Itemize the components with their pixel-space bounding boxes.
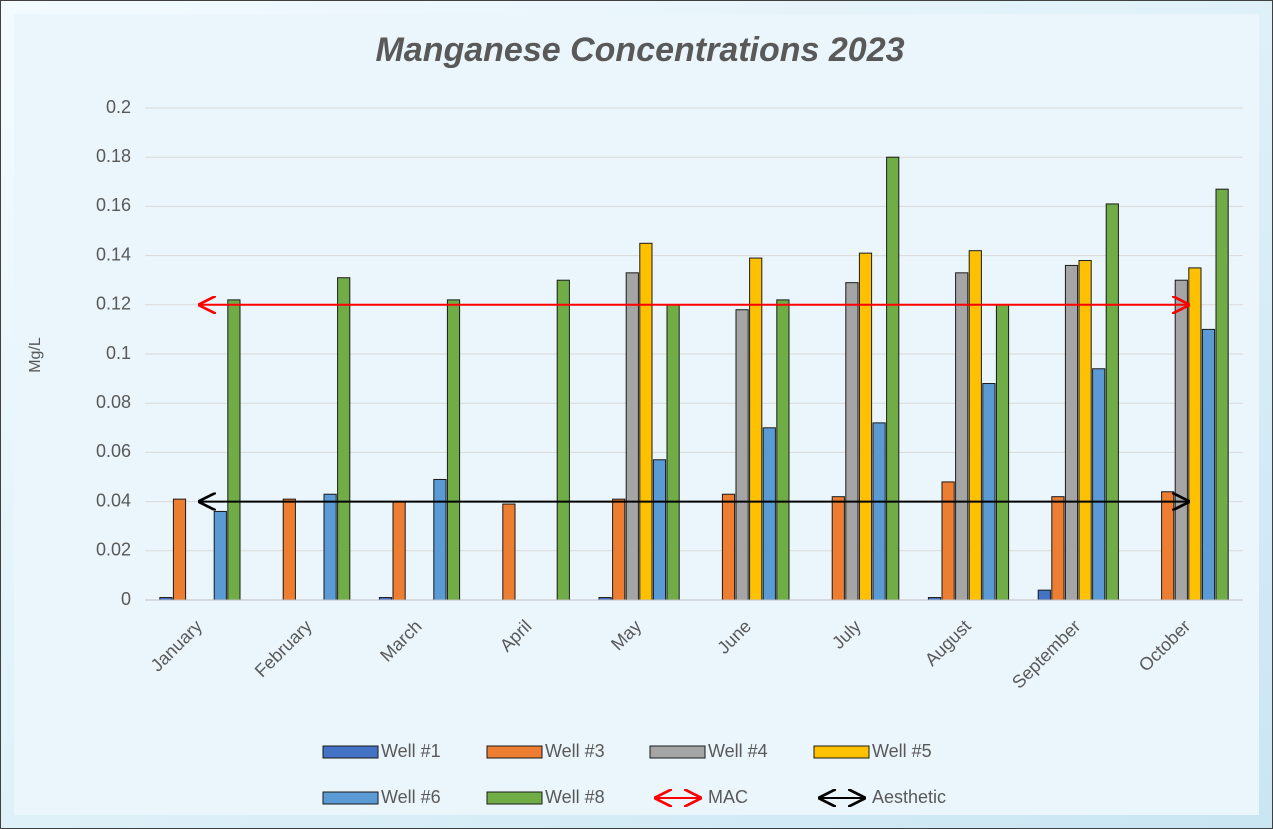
bar <box>1174 279 1188 601</box>
legend-swatch <box>813 745 870 759</box>
y-tick-label: 0.18 <box>96 146 131 166</box>
bar <box>955 272 969 601</box>
bar <box>666 304 680 601</box>
bar <box>886 156 900 601</box>
bar <box>995 304 1010 601</box>
bar <box>227 299 241 601</box>
chart-title: Manganese Concentrations 2023 <box>375 31 904 69</box>
bar <box>845 282 859 601</box>
bar <box>1188 267 1202 601</box>
bar <box>982 383 996 601</box>
bar <box>776 299 790 601</box>
legend-label: Well #4 <box>708 741 768 761</box>
y-tick-label: 0 <box>121 589 131 609</box>
y-tick-label: 0.1 <box>106 343 131 363</box>
legend-swatch <box>649 745 706 759</box>
y-axis-label: Mg/L <box>27 337 44 373</box>
bar <box>392 501 406 601</box>
y-tick-label: 0.08 <box>96 392 131 412</box>
bar <box>1201 328 1216 601</box>
bar <box>556 279 570 601</box>
y-tick-label: 0.2 <box>106 97 131 117</box>
legend-swatch <box>486 745 543 759</box>
y-tick-label: 0.12 <box>96 294 131 314</box>
bar <box>625 272 639 601</box>
y-tick-label: 0.16 <box>96 195 131 215</box>
bar <box>872 422 886 601</box>
bar <box>941 481 955 601</box>
legend-swatch <box>322 791 379 805</box>
bar <box>1078 260 1092 601</box>
y-tick-label: 0.02 <box>96 540 131 560</box>
bar <box>433 478 447 601</box>
legend-label: Well #6 <box>381 787 441 807</box>
legend-swatch <box>486 791 543 805</box>
legend-label: Well #8 <box>545 787 605 807</box>
bar <box>749 257 763 601</box>
bar <box>172 498 187 601</box>
bar <box>1161 491 1175 601</box>
bar <box>612 498 626 601</box>
bar <box>1051 496 1065 601</box>
bar <box>735 309 749 601</box>
bar <box>1064 264 1079 601</box>
bar <box>446 299 461 601</box>
y-tick-label: 0.06 <box>96 441 131 461</box>
bar <box>502 503 516 601</box>
legend-label: Well #3 <box>545 741 605 761</box>
bar <box>1037 589 1051 601</box>
legend-label: Well #1 <box>381 741 441 761</box>
legend-label: MAC <box>708 787 748 807</box>
bar <box>337 277 351 601</box>
bar <box>968 250 982 601</box>
bar <box>1105 203 1119 601</box>
bar <box>282 498 296 601</box>
bar <box>831 496 845 601</box>
bar <box>213 510 227 601</box>
bar <box>639 242 653 601</box>
bar <box>652 459 667 601</box>
y-tick-label: 0.04 <box>96 490 131 510</box>
legend-swatch <box>322 745 379 759</box>
legend-label: Aesthetic <box>872 787 946 807</box>
y-tick-label: 0.14 <box>96 244 131 264</box>
bar <box>762 427 776 601</box>
bar <box>1215 188 1229 601</box>
bar <box>323 493 337 601</box>
bar <box>1092 368 1106 601</box>
bar <box>721 493 736 601</box>
legend-label: Well #5 <box>872 741 932 761</box>
